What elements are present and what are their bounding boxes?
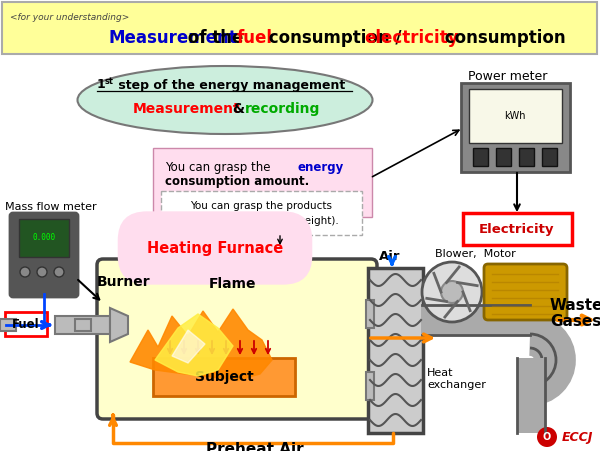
Text: Power meter: Power meter bbox=[468, 70, 547, 83]
Circle shape bbox=[37, 267, 47, 277]
FancyBboxPatch shape bbox=[10, 213, 78, 297]
Text: Air: Air bbox=[379, 249, 401, 262]
FancyBboxPatch shape bbox=[5, 312, 47, 336]
FancyBboxPatch shape bbox=[153, 148, 372, 217]
Text: Burner: Burner bbox=[97, 275, 151, 289]
Bar bbox=[473, 148, 488, 166]
Text: Flame: Flame bbox=[208, 277, 256, 291]
Text: st: st bbox=[105, 77, 114, 86]
Text: of the: of the bbox=[182, 29, 250, 47]
Text: Heating Furnace: Heating Furnace bbox=[147, 240, 283, 256]
Circle shape bbox=[537, 427, 557, 447]
Text: energy: energy bbox=[297, 161, 343, 174]
FancyBboxPatch shape bbox=[463, 213, 572, 245]
Text: Mass flow meter: Mass flow meter bbox=[5, 202, 97, 212]
Text: consumption /: consumption / bbox=[263, 29, 407, 47]
Bar bbox=[517, 358, 545, 433]
FancyBboxPatch shape bbox=[97, 259, 377, 419]
FancyBboxPatch shape bbox=[469, 89, 562, 143]
Bar bbox=[0, 319, 16, 331]
Text: electricity: electricity bbox=[365, 29, 459, 47]
Text: step of the energy management: step of the energy management bbox=[114, 78, 345, 92]
Text: You can grasp the: You can grasp the bbox=[165, 161, 274, 174]
Text: 1: 1 bbox=[97, 78, 106, 92]
Text: amount (the number/weight).: amount (the number/weight). bbox=[184, 216, 338, 226]
FancyBboxPatch shape bbox=[153, 358, 295, 396]
Bar bbox=[496, 148, 511, 166]
Text: Blower,  Motor: Blower, Motor bbox=[435, 249, 516, 259]
Text: Subject: Subject bbox=[194, 370, 253, 384]
Text: consumption amount.: consumption amount. bbox=[165, 175, 309, 189]
Bar bbox=[75, 319, 91, 331]
Polygon shape bbox=[130, 309, 272, 380]
Bar bbox=[366, 372, 374, 400]
FancyBboxPatch shape bbox=[461, 83, 570, 172]
FancyBboxPatch shape bbox=[2, 2, 597, 54]
Text: kWh: kWh bbox=[504, 111, 526, 121]
Circle shape bbox=[20, 267, 30, 277]
FancyBboxPatch shape bbox=[19, 219, 69, 257]
Text: O: O bbox=[543, 432, 551, 442]
Text: recording: recording bbox=[245, 102, 320, 116]
Text: Waste: Waste bbox=[550, 298, 600, 313]
Ellipse shape bbox=[77, 66, 373, 134]
Text: fuel: fuel bbox=[236, 29, 272, 47]
Bar bbox=[519, 148, 534, 166]
Circle shape bbox=[54, 267, 64, 277]
Bar bbox=[542, 148, 557, 166]
Text: You can grasp the products: You can grasp the products bbox=[190, 201, 332, 211]
Bar bbox=[55, 316, 110, 334]
Text: Measurement: Measurement bbox=[133, 102, 241, 116]
Text: ECCJ: ECCJ bbox=[562, 431, 593, 443]
Text: Heat
exchanger: Heat exchanger bbox=[427, 368, 486, 390]
Text: Gases: Gases bbox=[550, 314, 600, 330]
Bar bbox=[368, 268, 423, 433]
Polygon shape bbox=[110, 308, 128, 342]
Bar bbox=[366, 300, 374, 328]
Text: Electricity: Electricity bbox=[479, 222, 555, 235]
Text: Fuel: Fuel bbox=[12, 318, 40, 331]
Text: Preheat Air: Preheat Air bbox=[206, 442, 304, 451]
Polygon shape bbox=[155, 314, 233, 376]
Text: 0.000: 0.000 bbox=[32, 234, 56, 243]
Polygon shape bbox=[172, 330, 205, 363]
Text: Measurement: Measurement bbox=[108, 29, 237, 47]
Text: consumption: consumption bbox=[439, 29, 565, 47]
Circle shape bbox=[441, 281, 463, 303]
Text: <for your understanding>: <for your understanding> bbox=[10, 13, 129, 22]
FancyBboxPatch shape bbox=[484, 264, 567, 320]
Text: &: & bbox=[228, 102, 250, 116]
FancyBboxPatch shape bbox=[161, 191, 362, 235]
Circle shape bbox=[422, 262, 482, 322]
